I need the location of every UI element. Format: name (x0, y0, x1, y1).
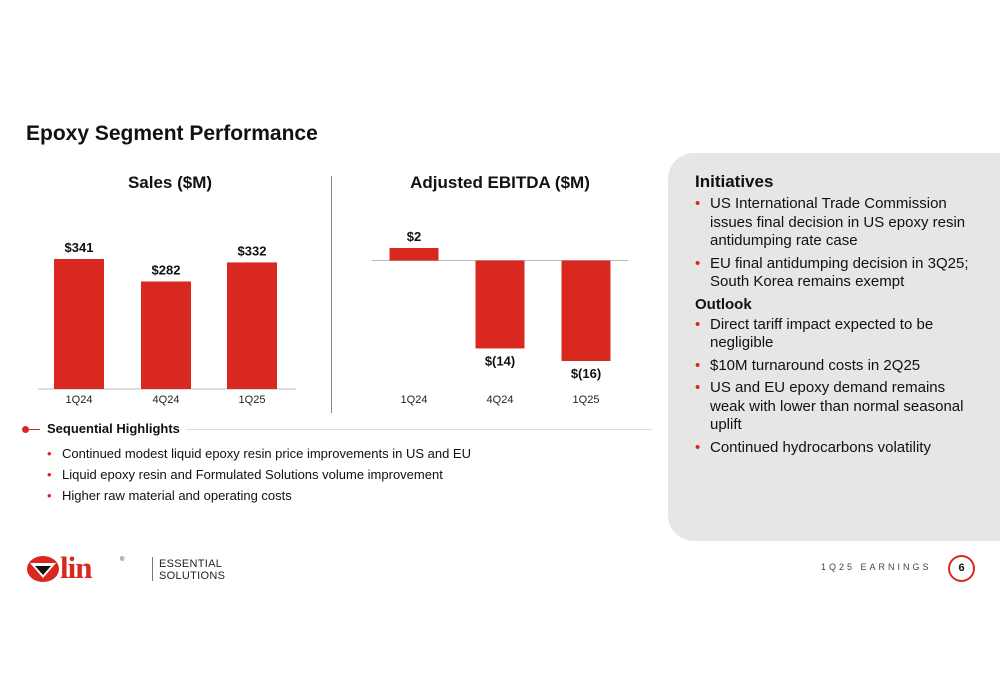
ebitda-bar-chart: $2 1Q24 $(14) 4Q24 $(16) 1Q25 (372, 229, 628, 406)
bar-1Q25 (227, 262, 277, 389)
tick-label: 1Q25 (239, 394, 266, 406)
highlights-title: Sequential Highlights (47, 421, 186, 436)
bar-1Q24 (389, 248, 439, 261)
tick-label: 4Q24 (487, 394, 514, 406)
bullet-icon: • (47, 446, 52, 461)
logo-registered-mark: ® (120, 557, 125, 563)
bullet-icon: • (695, 356, 701, 374)
outlook-item: • US and EU epoxy demand remains weak wit… (695, 379, 978, 435)
sequential-highlights: Sequential Highlights • Continued modest … (22, 421, 652, 506)
bullet-icon: • (695, 315, 701, 333)
initiative-text: EU final antidumping decision in 3Q25; S… (710, 254, 969, 291)
initiative-item: • EU final antidumping decision in 3Q25; … (695, 255, 978, 292)
tick-label: 1Q25 (573, 394, 600, 406)
bullet-icon: • (695, 254, 701, 272)
bar-4Q24 (141, 281, 191, 389)
highlight-item: • Continued modest liquid epoxy resin pri… (22, 443, 652, 464)
initiatives-heading: Initiatives (695, 172, 774, 191)
outlook-heading: Outlook (695, 295, 752, 313)
initiative-text: US International Trade Commission issues… (710, 195, 966, 249)
tick-label: 1Q24 (401, 394, 428, 406)
outlook-text: US and EU epoxy demand remains weak with… (710, 379, 964, 433)
initiatives-list: • US International Trade Commission issue… (695, 195, 978, 292)
tick-label: 4Q24 (153, 394, 180, 406)
outlook-text: $10M turnaround costs in 2Q25 (710, 356, 921, 374)
chart-divider (331, 176, 332, 413)
outlook-text: Continued hydrocarbons volatility (710, 438, 931, 456)
data-label: $(16) (571, 366, 601, 381)
outlook-list: • Direct tariff impact expected to be neg… (695, 316, 978, 458)
highlight-text: Higher raw material and operating costs (62, 488, 292, 503)
bullet-icon: • (47, 467, 52, 482)
logo-separator (152, 557, 153, 581)
initiatives-outlook-panel: Initiatives • US International Trade Comm… (668, 153, 1000, 541)
highlights-header: Sequential Highlights (22, 421, 652, 439)
data-label: $332 (238, 243, 267, 258)
outlook-item: • Direct tariff impact expected to be neg… (695, 316, 978, 353)
logo-tagline: ESSENTIAL SOLUTIONS (159, 558, 225, 582)
bar-1Q24 (54, 259, 104, 389)
olin-logo: lin ® ESSENTIAL SOLUTIONS (26, 550, 226, 585)
logo-tagline-line2: SOLUTIONS (159, 570, 226, 582)
bar-4Q24 (475, 260, 525, 349)
data-label: $282 (152, 262, 181, 277)
data-label: $(14) (485, 353, 515, 368)
sales-chart-title: Sales ($M) (127, 173, 213, 192)
page-number-badge: 6 (948, 555, 975, 582)
tick-label: 1Q24 (66, 394, 93, 406)
highlights-rule (172, 429, 652, 430)
page-title: Epoxy Segment Performance (26, 122, 318, 145)
footer-earnings-label: 1Q25 EARNINGS (821, 562, 932, 572)
highlights-dash (28, 429, 40, 430)
initiative-item: • US International Trade Commission issue… (695, 195, 978, 251)
outlook-text: Direct tariff impact expected to be negl… (710, 315, 934, 352)
highlight-text: Liquid epoxy resin and Formulated Soluti… (62, 467, 443, 482)
outlook-item: • Continued hydrocarbons volatility (695, 439, 978, 458)
olin-o-mark-icon (27, 556, 59, 582)
highlight-item: • Liquid epoxy resin and Formulated Solut… (22, 464, 652, 485)
data-label: $2 (407, 229, 421, 244)
bullet-icon: • (47, 488, 52, 503)
ebitda-chart-title: Adjusted EBITDA ($M) (410, 173, 590, 192)
logo-wordmark: lin (60, 550, 92, 585)
bullet-icon: • (695, 195, 701, 212)
highlight-text: Continued modest liquid epoxy resin pric… (62, 446, 471, 461)
bar-1Q25 (561, 260, 611, 361)
outlook-item: • $10M turnaround costs in 2Q25 (695, 357, 978, 376)
highlights-dot-icon (22, 426, 29, 433)
highlight-item: • Higher raw material and operating costs (22, 485, 652, 506)
bullet-icon: • (695, 438, 701, 456)
data-label: $341 (65, 240, 94, 255)
logo-tagline-line1: ESSENTIAL (159, 558, 223, 570)
sales-bar-chart: $341 1Q24 $282 4Q24 $332 1Q25 (38, 240, 296, 406)
bullet-icon: • (695, 379, 701, 396)
highlights-list: • Continued modest liquid epoxy resin pri… (22, 443, 652, 506)
